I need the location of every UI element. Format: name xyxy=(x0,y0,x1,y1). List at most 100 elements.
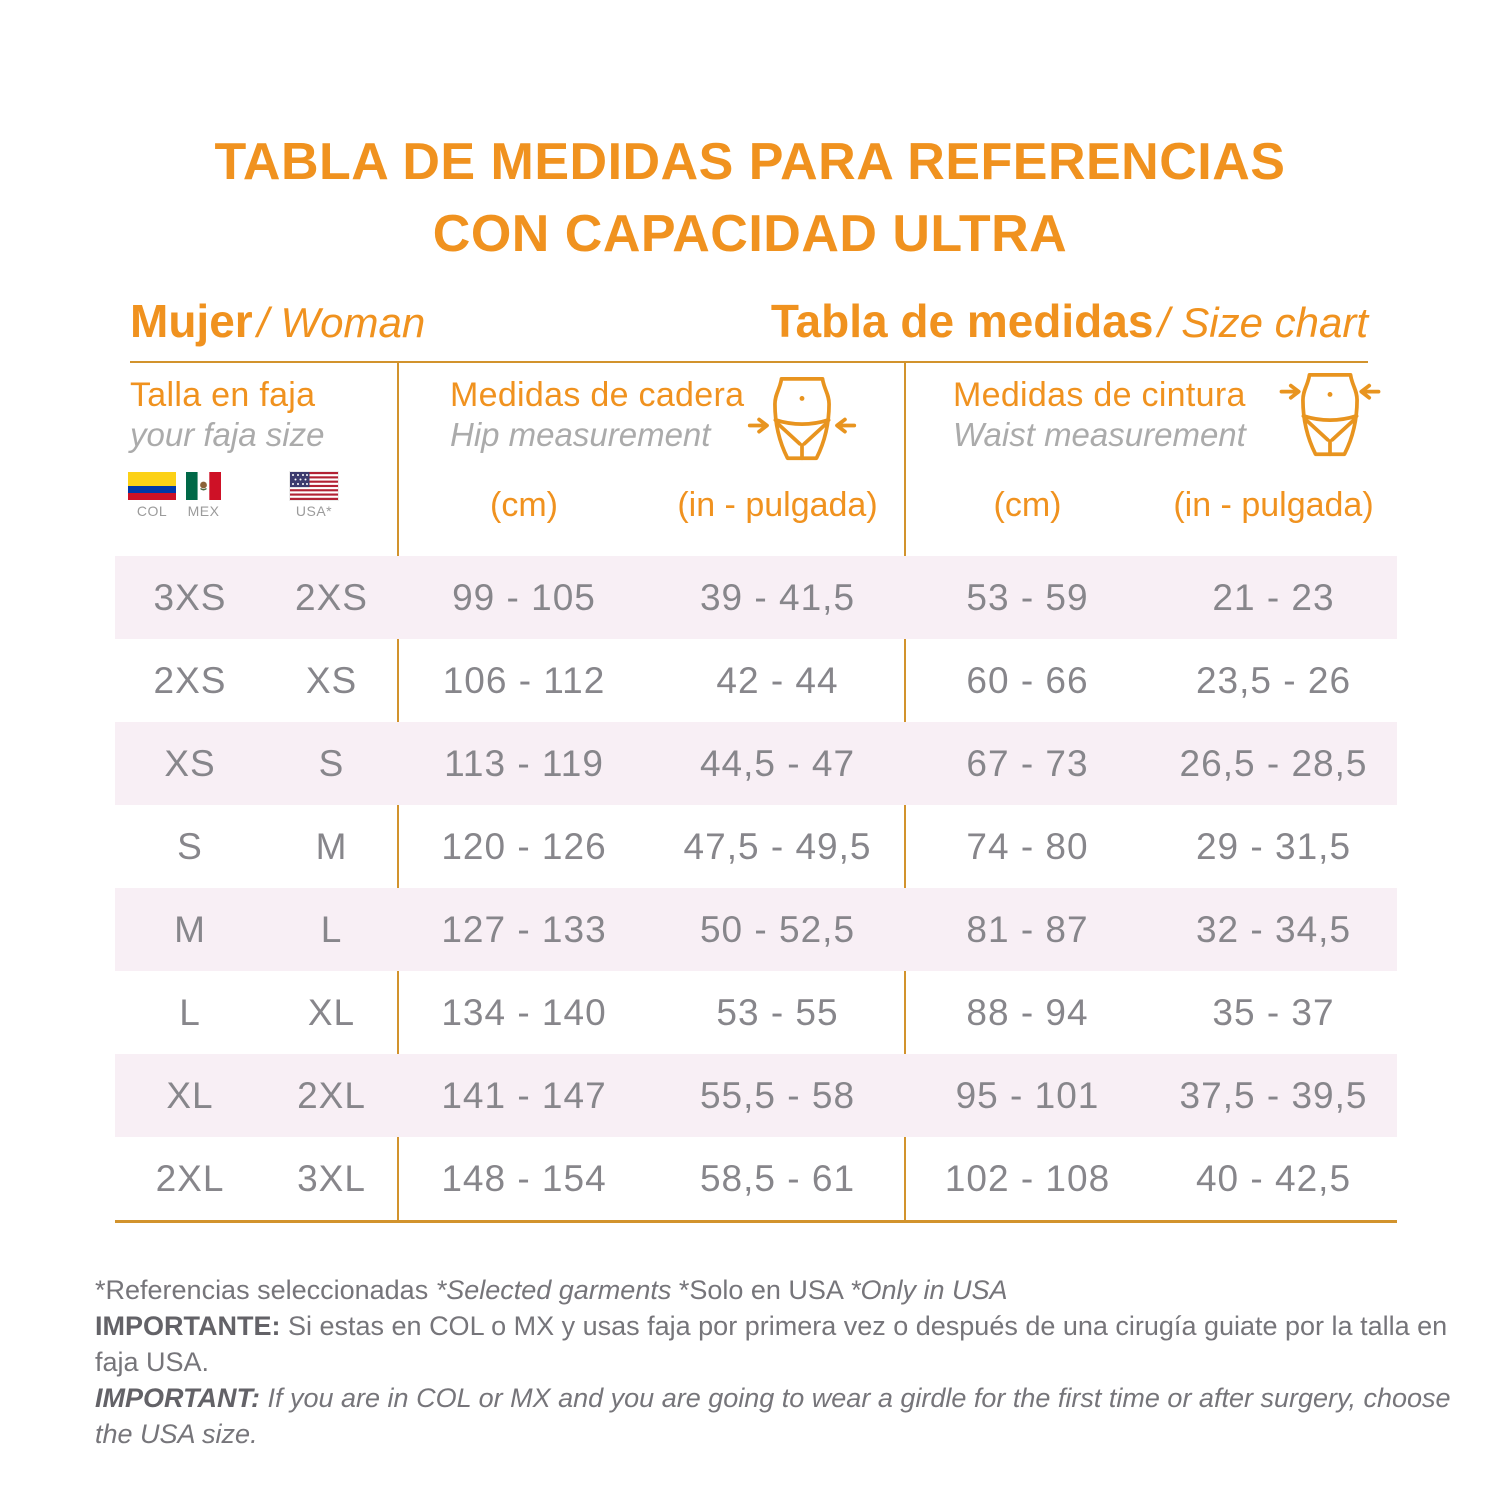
footer-important-en-label: IMPORTANT: xyxy=(95,1383,260,1413)
cell-hip-cm: 120 - 126 xyxy=(441,825,607,867)
cell-waist-cm: 74 - 80 xyxy=(966,825,1089,867)
cell-waist-in: 40 - 42,5 xyxy=(1195,1157,1352,1199)
table-row: L XL 134 - 140 53 - 55 88 - 94 35 - 37 xyxy=(115,971,1397,1054)
cell-hip-in: 39 - 41,5 xyxy=(699,576,856,618)
cell-waist-in: 23,5 - 26 xyxy=(1195,659,1352,701)
cell-waist-cm: 88 - 94 xyxy=(966,991,1089,1033)
subheader-sizechart: Tabla de medidas / Size chart xyxy=(771,294,1368,348)
usa-flag: USA* xyxy=(289,471,339,519)
footer-important-es-text: Si estas en COL o MX y usas faja por pri… xyxy=(95,1311,1448,1377)
footer-ref-en1: *Selected garments xyxy=(435,1275,679,1305)
waist-measurement-icon xyxy=(1279,373,1381,457)
size-table-rows: 3XS 2XS 99 - 105 39 - 41,5 53 - 59 21 - 23 2XS… xyxy=(115,556,1397,1220)
cell-waist-in: 35 - 37 xyxy=(1212,991,1335,1033)
cell-size-colmex: S xyxy=(177,825,203,867)
hip-section-subheader: Hip measurement xyxy=(450,416,711,453)
page-title-line1: TABLA DE MEDIDAS PARA REFERENCIAS xyxy=(214,133,1286,191)
hip-section-header: Medidas de cadera xyxy=(450,376,745,414)
table-row: 2XL 3XL 148 - 154 58,5 - 61 102 - 108 40 - 42… xyxy=(115,1137,1397,1220)
cell-size-usa: XS xyxy=(305,659,358,701)
cell-hip-in: 47,5 - 49,5 xyxy=(683,825,872,867)
cell-waist-cm: 81 - 87 xyxy=(966,908,1089,950)
table-bottom-border xyxy=(115,1220,1397,1223)
cell-size-usa: M xyxy=(315,825,348,867)
cell-waist-cm: 67 - 73 xyxy=(966,742,1089,784)
colombia-flag: COL xyxy=(128,472,176,519)
waist-in-label: (in - pulgada) xyxy=(1173,486,1374,524)
footer-ref-en2: *Only in USA xyxy=(849,1275,1008,1305)
table-row: 2XS XS 106 - 112 42 - 44 60 - 66 23,5 - 26 xyxy=(115,639,1397,722)
cell-size-usa: L xyxy=(320,908,343,950)
cell-size-usa: 3XL xyxy=(297,1157,366,1199)
footer-ref-es1: *Referencias seleccionadas xyxy=(95,1275,436,1305)
cell-hip-in: 58,5 - 61 xyxy=(699,1157,856,1199)
subheader-sizechart-es: Tabla de medidas xyxy=(770,295,1154,347)
hip-in-label: (in - pulgada) xyxy=(677,486,878,524)
faja-size-header: Talla en faja xyxy=(130,376,316,414)
footer-important-en: IMPORTANT: If you are in COL or MX and y… xyxy=(95,1380,1455,1452)
waist-section-subheader: Waist measurement xyxy=(953,416,1246,453)
table-row: XS S 113 - 119 44,5 - 47 67 - 73 26,5 - 28,5 xyxy=(115,722,1397,805)
subheader-woman: Mujer / Woman xyxy=(130,294,425,348)
flags-row: COL MEX xyxy=(128,471,368,534)
cell-hip-in: 50 - 52,5 xyxy=(699,908,856,950)
cell-hip-cm: 106 - 112 xyxy=(442,659,606,701)
cell-waist-cm: 102 - 108 xyxy=(944,1157,1111,1199)
cell-size-colmex: 2XS xyxy=(153,659,227,701)
cell-size-colmex: M xyxy=(174,908,206,950)
cell-size-colmex: L xyxy=(179,991,201,1033)
cell-size-usa: XL xyxy=(307,991,356,1033)
table-row: XL 2XL 141 - 147 55,5 - 58 95 - 101 37,5 - 39… xyxy=(115,1054,1397,1137)
cell-size-usa: 2XS xyxy=(295,576,368,618)
faja-size-subheader: your faja size xyxy=(130,416,325,453)
cell-hip-in: 53 - 55 xyxy=(716,991,839,1033)
subheader: Mujer / Woman Tabla de medidas / Size ch… xyxy=(130,294,1368,348)
cell-waist-in: 29 - 31,5 xyxy=(1195,825,1352,867)
mexico-flag-icon xyxy=(186,472,221,500)
colombia-flag-label: COL xyxy=(136,503,168,519)
waist-section-header: Medidas de cintura xyxy=(953,376,1246,414)
cell-waist-in: 37,5 - 39,5 xyxy=(1179,1074,1368,1116)
footer-important-es-label: IMPORTANTE: xyxy=(95,1311,281,1341)
footer-ref-es2: *Solo en USA xyxy=(678,1275,850,1305)
cell-hip-in: 44,5 - 47 xyxy=(699,742,856,784)
cell-waist-in: 21 - 23 xyxy=(1212,576,1335,618)
subheader-woman-es: Mujer xyxy=(130,295,253,347)
cell-hip-cm: 148 - 154 xyxy=(441,1157,607,1199)
cell-hip-cm: 141 - 147 xyxy=(441,1074,607,1116)
cell-size-colmex: XL xyxy=(166,1074,214,1116)
footer-references-note: *Referencias seleccionadas *Selected gar… xyxy=(95,1272,1455,1308)
cell-hip-cm: 99 - 105 xyxy=(452,576,596,618)
mexico-flag: MEX xyxy=(186,472,221,519)
cell-waist-in: 26,5 - 28,5 xyxy=(1179,742,1368,784)
cell-size-usa: S xyxy=(318,742,345,784)
subheader-sizechart-en: / Size chart xyxy=(1157,299,1368,346)
page-title: TABLA DE MEDIDAS PARA REFERENCIAS CON CA… xyxy=(0,126,1500,270)
cell-waist-cm: 95 - 101 xyxy=(955,1074,1100,1116)
page-title-line2: CON CAPACIDAD ULTRA xyxy=(432,205,1068,263)
cell-size-colmex: 3XS xyxy=(153,576,227,618)
table-row: S M 120 - 126 47,5 - 49,5 74 - 80 29 - 31,5 xyxy=(115,805,1397,888)
cell-waist-cm: 60 - 66 xyxy=(966,659,1089,701)
mexico-flag-label: MEX xyxy=(187,503,220,519)
waist-cm-label: (cm) xyxy=(993,486,1062,524)
cell-hip-cm: 127 - 133 xyxy=(441,908,607,950)
cell-waist-in: 32 - 34,5 xyxy=(1195,908,1352,950)
colombia-flag-icon xyxy=(128,472,176,500)
hip-measurement-icon xyxy=(747,377,857,461)
footer-important-es: IMPORTANTE: Si estas en COL o MX y usas … xyxy=(95,1308,1455,1380)
cell-size-colmex: 2XL xyxy=(155,1157,225,1199)
cell-size-usa: 2XL xyxy=(297,1074,366,1116)
cell-hip-cm: 113 - 119 xyxy=(444,742,604,784)
cell-size-colmex: XS xyxy=(164,742,216,784)
footer-notes: *Referencias seleccionadas *Selected gar… xyxy=(95,1272,1455,1452)
usa-flag-label: USA* xyxy=(295,503,333,519)
cell-hip-in: 55,5 - 58 xyxy=(699,1074,856,1116)
usa-flag-icon xyxy=(289,471,339,501)
table-row: M L 127 - 133 50 - 52,5 81 - 87 32 - 34,5 xyxy=(115,888,1397,971)
table-top-border xyxy=(130,361,1368,363)
footer-important-en-text: If you are in COL or MX and you are goin… xyxy=(95,1383,1451,1449)
cell-waist-cm: 53 - 59 xyxy=(966,576,1089,618)
hip-cm-label: (cm) xyxy=(490,486,558,524)
